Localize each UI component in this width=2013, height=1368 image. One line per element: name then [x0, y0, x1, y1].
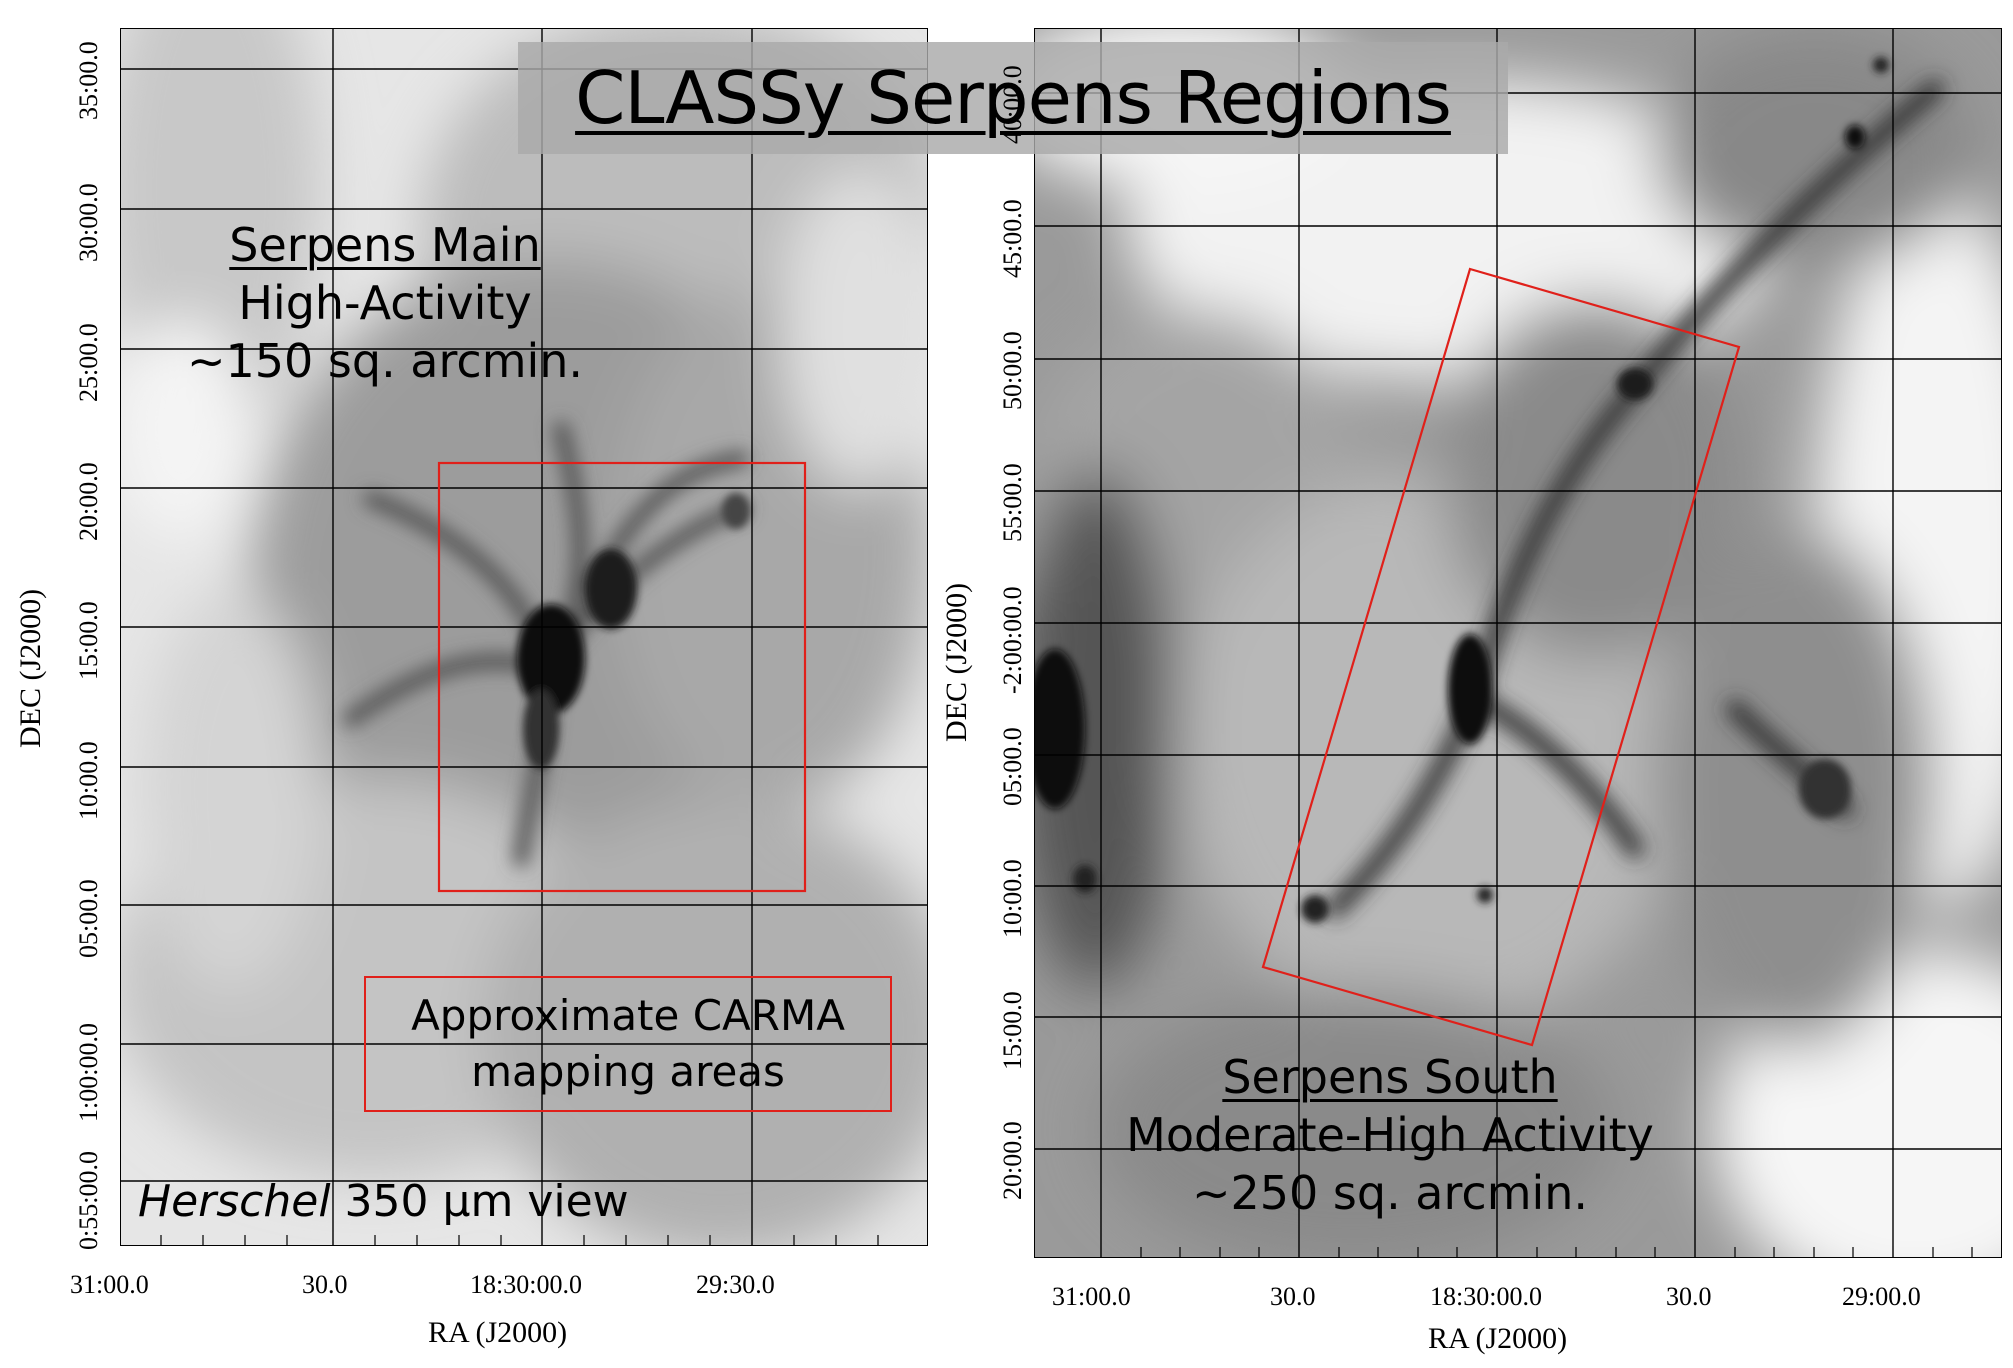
carma-legend-line1: Approximate CARMA	[411, 991, 845, 1040]
figure-title: CLASSy Serpens Regions	[575, 56, 1452, 140]
view-instrument: Herschel	[138, 1176, 331, 1227]
serpens-south-activity: Moderate-High Activity	[1126, 1108, 1654, 1162]
left-y-tick: 35:00.0	[74, 41, 103, 120]
herschel-view-label: Herschel 350 µm view	[138, 1176, 629, 1227]
right-y-tick: 55:00.0	[998, 463, 1027, 542]
right-y-tick: 05:00.0	[998, 727, 1027, 806]
carma-legend-box: Approximate CARMA mapping areas	[364, 976, 892, 1112]
right-y-tick: 40:00.0	[998, 65, 1027, 144]
left-x-tick: 30.0	[302, 1270, 348, 1299]
left-y-tick: 25:00.0	[74, 323, 103, 402]
serpens-main-label: Serpens Main High-Activity ~150 sq. arcm…	[180, 216, 590, 390]
left-x-tick: 18:30:00.0	[470, 1270, 582, 1299]
left-y-tick: 30:00.0	[74, 183, 103, 262]
right-y-tick: 50:00.0	[998, 331, 1027, 410]
right-x-tick: 29:00.0	[1842, 1282, 1921, 1311]
serpens-south-carma-box	[1261, 267, 1741, 1047]
serpens-main-name: Serpens Main	[229, 218, 541, 272]
left-y-axis-title: DEC (J2000)	[14, 588, 47, 748]
right-x-tick: 30.0	[1270, 1282, 1316, 1311]
left-x-axis-title: RA (J2000)	[428, 1316, 568, 1349]
right-y-axis-title: DEC (J2000)	[940, 582, 973, 742]
serpens-main-image	[120, 28, 928, 1246]
left-y-tick: 1:00:00.0	[74, 1023, 103, 1122]
right-y-tick: 15:00.0	[998, 991, 1027, 1070]
right-x-axis-title: RA (J2000)	[1428, 1322, 1568, 1355]
left-x-tick: 31:00.0	[70, 1270, 149, 1299]
serpens-south-name: Serpens South	[1222, 1050, 1558, 1104]
right-y-tick: -2:00:00.0	[998, 586, 1027, 694]
right-y-tick: 45:00.0	[998, 199, 1027, 278]
serpens-main-area: ~150 sq. arcmin.	[186, 334, 584, 388]
left-y-tick: 0:55:00.0	[74, 1151, 103, 1250]
carma-legend-line2: mapping areas	[471, 1047, 785, 1096]
right-y-tick: 10:00.0	[998, 859, 1027, 938]
serpens-main-activity: High-Activity	[238, 276, 532, 330]
serpens-main-carma-box	[437, 461, 807, 893]
serpens-main-dust-map	[121, 29, 927, 1245]
right-y-tick: 20:00.0	[998, 1121, 1027, 1200]
left-y-tick: 15:00.0	[74, 601, 103, 680]
right-x-tick: 18:30:00.0	[1430, 1282, 1542, 1311]
right-x-tick: 31:00.0	[1052, 1282, 1131, 1311]
left-y-tick: 20:00.0	[74, 462, 103, 541]
figure-title-box: CLASSy Serpens Regions	[518, 42, 1508, 154]
right-x-tick: 30.0	[1666, 1282, 1712, 1311]
serpens-south-image	[1034, 28, 2002, 1258]
left-x-tick: 29:30.0	[696, 1270, 775, 1299]
left-y-tick: 10:00.0	[74, 741, 103, 820]
view-band: 350 µm view	[330, 1176, 629, 1227]
left-y-tick: 05:00.0	[74, 879, 103, 958]
serpens-south-area: ~250 sq. arcmin.	[1191, 1166, 1589, 1220]
serpens-south-label: Serpens South Moderate-High Activity ~25…	[1080, 1048, 1700, 1222]
serpens-main-coordinate-grid	[121, 29, 927, 1245]
serpens-south-dust-map	[1035, 29, 2001, 1257]
